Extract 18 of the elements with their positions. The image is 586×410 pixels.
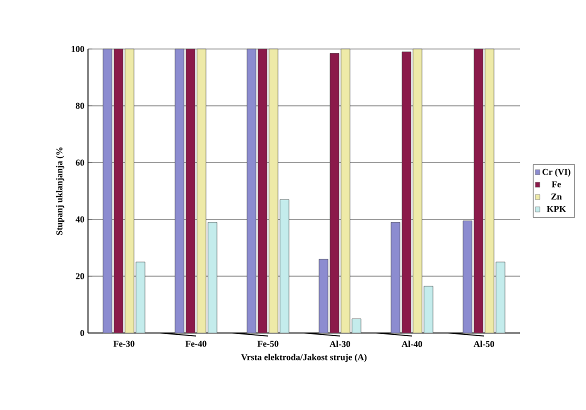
x-tick-label: Al-40	[402, 340, 422, 348]
legend-label: Fe	[552, 181, 561, 188]
y-tick-label: 60	[76, 160, 84, 166]
y-tick-label: 20	[76, 273, 84, 280]
x-tick-label: Fe-50	[257, 340, 278, 347]
x-tick-label: Al-50	[474, 340, 494, 348]
legend-label: Zn	[551, 194, 562, 200]
x-tick-label: Al-30	[330, 340, 350, 348]
x-axis-title: Vrsta elektroda/Jakost struje (A)	[241, 354, 367, 362]
x-tick-label: Fe-40	[185, 340, 206, 347]
y-tick-label: 40	[76, 216, 84, 222]
legend-label: Cr (VI)	[542, 168, 570, 177]
y-axis-title: Stupanj uklanjanja (%	[56, 148, 64, 235]
y-tick-label: 0	[80, 330, 84, 336]
x-tick-label: Fe-30	[113, 340, 134, 347]
y-tick-label: 100	[72, 46, 84, 52]
y-tick-label: 80	[76, 102, 84, 109]
legend-label: KPK	[546, 206, 566, 212]
